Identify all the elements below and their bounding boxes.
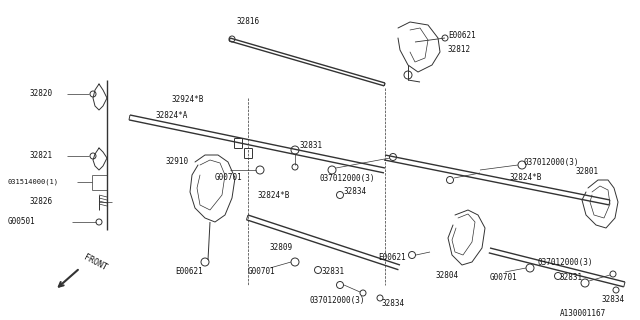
Text: 32826: 32826 — [30, 197, 53, 206]
Text: 32831: 32831 — [300, 140, 323, 149]
Text: 32816: 32816 — [236, 18, 260, 27]
Text: G00701: G00701 — [215, 173, 243, 182]
Text: 32834: 32834 — [382, 299, 405, 308]
Text: 32834: 32834 — [343, 188, 366, 196]
Text: E00621: E00621 — [175, 268, 203, 276]
Text: A130001167: A130001167 — [560, 309, 606, 318]
Text: G00501: G00501 — [8, 218, 36, 227]
Text: FRONT: FRONT — [82, 253, 108, 273]
Text: 32820: 32820 — [30, 90, 53, 99]
Text: 32804: 32804 — [435, 270, 458, 279]
Text: 32821: 32821 — [30, 151, 53, 161]
Text: 037012000(3): 037012000(3) — [310, 295, 365, 305]
Text: E00621: E00621 — [448, 31, 476, 41]
Text: 32801: 32801 — [576, 167, 599, 177]
Text: 037012000(3): 037012000(3) — [538, 259, 593, 268]
Text: E00621: E00621 — [378, 253, 406, 262]
Text: 32834: 32834 — [602, 295, 625, 305]
Text: 037012000(3): 037012000(3) — [320, 173, 376, 182]
Text: 32812: 32812 — [448, 45, 471, 54]
Text: 32809: 32809 — [270, 244, 293, 252]
Text: 32831: 32831 — [322, 268, 345, 276]
Text: G00701: G00701 — [490, 274, 518, 283]
Text: 32910: 32910 — [165, 157, 188, 166]
Text: 32824*A: 32824*A — [155, 110, 188, 119]
Text: 32824*B: 32824*B — [258, 190, 291, 199]
Text: 031514000(1): 031514000(1) — [8, 179, 59, 185]
Text: G00701: G00701 — [248, 268, 276, 276]
Text: 32924*B: 32924*B — [172, 95, 204, 105]
Text: 32831: 32831 — [560, 274, 583, 283]
Text: 32824*B: 32824*B — [510, 173, 542, 182]
Text: 037012000(3): 037012000(3) — [524, 157, 579, 166]
